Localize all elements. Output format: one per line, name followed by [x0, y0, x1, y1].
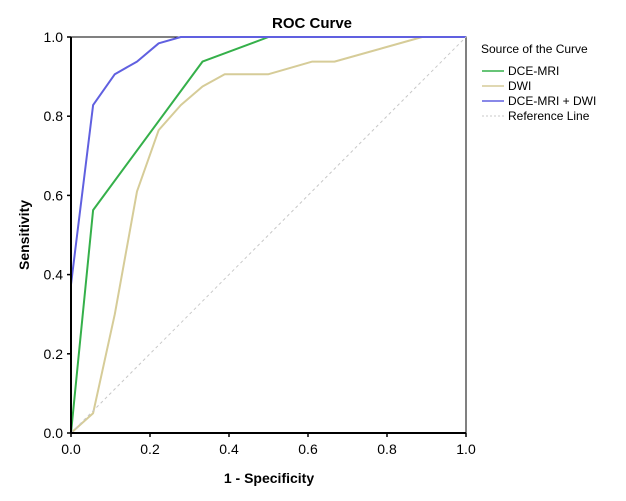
x-tick-label: 0.2 [140, 441, 160, 457]
x-tick-label: 0.6 [298, 441, 318, 457]
legend-entry-label: DWI [508, 79, 531, 93]
y-tick-label: 1.0 [44, 29, 64, 45]
y-tick-label: 0.2 [44, 346, 64, 362]
y-tick-label: 0.6 [44, 187, 64, 203]
legend-entry-label: DCE-MRI + DWI [508, 94, 596, 108]
series-line-dwi [70, 36, 466, 434]
legend-title: Source of the Curve [481, 42, 588, 56]
x-tick-label: 0.8 [377, 441, 397, 457]
series-line-dce-mri-dwi [70, 36, 466, 285]
y-tick-label: 0.4 [44, 267, 64, 283]
chart-title: ROC Curve [272, 15, 352, 32]
y-tick-label: 0.8 [44, 108, 64, 124]
x-axis-label: 1 - Specificity [224, 470, 314, 486]
x-tick-label: 0.0 [61, 441, 81, 457]
x-tick-label: 1.0 [456, 441, 476, 457]
legend-entry-label: DCE-MRI [508, 64, 559, 78]
y-axis-label: Sensitivity [16, 200, 32, 270]
series-line-reference-line [70, 36, 467, 434]
x-tick-label: 0.4 [219, 441, 239, 457]
legend-entry-label: Reference Line [508, 109, 590, 123]
y-tick-label: 0.0 [44, 425, 64, 441]
plot-area: 0.0 0.2 0.4 0.6 0.8 1.0 0.0 0.2 0.4 0.6 0.8 1.0 [44, 29, 476, 457]
